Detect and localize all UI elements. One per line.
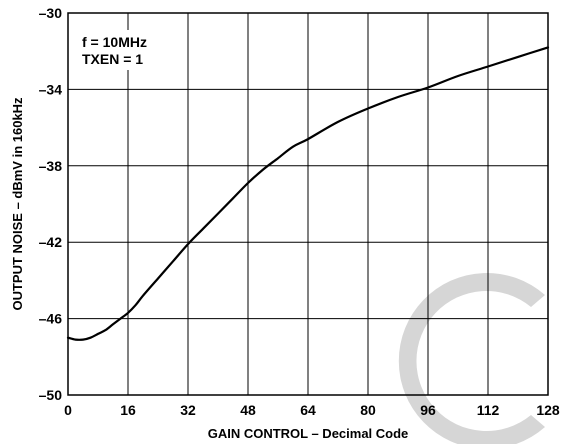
y-tick-label: –46 (39, 311, 63, 327)
x-tick-labels: 0 16 32 48 64 80 96 112 128 (64, 402, 560, 418)
annotation-text: TXEN = 1 (82, 51, 143, 67)
x-tick-label: 96 (420, 402, 436, 418)
x-tick-label: 32 (180, 402, 196, 418)
x-tick-label: 112 (477, 402, 500, 418)
watermark-logo (398, 273, 545, 444)
y-tick-label: –30 (39, 5, 63, 21)
x-tick-label: 0 (64, 402, 72, 418)
series-line (66, 46, 550, 341)
x-tick-label: 80 (360, 402, 376, 418)
x-axis-title: GAIN CONTROL – Decimal Code (208, 426, 409, 441)
y-tick-label: –50 (39, 387, 63, 403)
y-tick-labels: –30 –34 –38 –42 –46 –50 (39, 5, 63, 403)
y-axis-title: OUTPUT NOISE – dBmV in 160kHz (10, 97, 25, 311)
y-tick-label: –38 (39, 158, 63, 174)
x-tick-label: 16 (120, 402, 136, 418)
x-tick-label: 128 (536, 402, 560, 418)
y-tick-label: –34 (39, 81, 63, 97)
plot-frame (67, 12, 549, 396)
x-tick-label: 48 (240, 402, 256, 418)
x-tick-label: 64 (300, 402, 316, 418)
annotation-text: f = 10MHz (82, 34, 147, 50)
y-tick-label: –42 (39, 234, 63, 250)
grid (67, 12, 549, 396)
annotation-background (77, 30, 149, 70)
